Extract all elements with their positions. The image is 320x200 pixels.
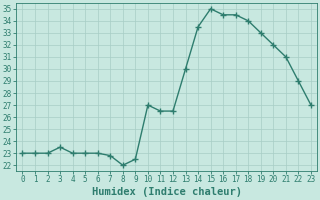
X-axis label: Humidex (Indice chaleur): Humidex (Indice chaleur) — [92, 187, 242, 197]
